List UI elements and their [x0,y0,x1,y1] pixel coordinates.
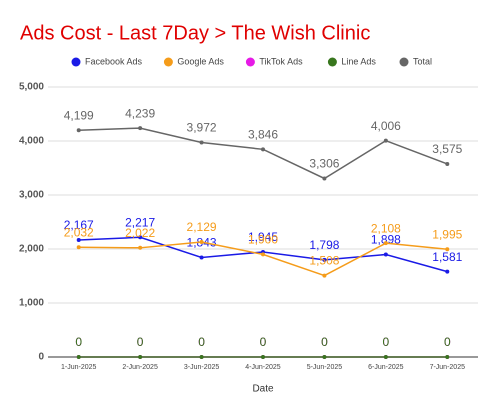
data-point [76,128,81,133]
legend-marker [399,57,409,67]
data-point [322,257,327,262]
data-label: 0 [137,335,144,349]
y-tick-label: 3,000 [19,190,44,201]
data-label: 1,995 [432,227,462,241]
data-label: 0 [75,335,82,349]
data-point [138,126,143,131]
data-point [383,138,388,143]
data-point [383,252,388,257]
data-point [199,355,204,359]
legend-label: Google Ads [177,56,224,66]
data-label: 2,129 [187,220,217,234]
data-label: 0 [137,335,144,349]
x-tick-label: 3-Jun-2025 [184,364,220,371]
data-point [138,245,143,250]
data-label: 3,846 [248,127,278,141]
data-label: 0 [444,335,451,349]
data-label: 0 [444,335,451,349]
data-label: 0 [198,335,205,349]
data-point [261,147,265,152]
data-point [199,240,204,245]
data-label: 1,508 [309,254,339,268]
x-tick-label: 5-Jun-2025 [307,364,343,371]
data-label: 0 [198,335,205,349]
data-label: 3,306 [309,157,339,171]
data-label: 3,972 [187,121,217,135]
data-label: 2,022 [125,226,155,240]
data-label: 2,217 [125,215,155,229]
data-point [261,355,265,359]
data-label: 0 [260,335,267,349]
data-label: 0 [321,335,328,349]
y-tick-label: 1,000 [19,298,44,309]
x-tick-label: 2-Jun-2025 [122,364,158,371]
x-axis-label: Date [252,384,274,395]
data-label: 4,239 [125,106,155,120]
data-label: 0 [260,335,267,349]
data-point [199,255,204,260]
data-point [138,355,143,359]
data-label: 1,898 [371,233,401,247]
y-tick-label: 0 [38,352,44,363]
data-label: 2,032 [64,225,94,239]
x-tick-label: 7-Jun-2025 [430,364,466,371]
data-point [383,241,388,246]
legend-label: Line Ads [341,56,376,66]
data-point [445,355,450,359]
data-point [322,355,327,359]
data-point [76,237,81,242]
data-point [383,355,388,359]
x-tick-label: 6-Jun-2025 [368,364,404,371]
data-point [445,247,450,252]
chart-title: Ads Cost - Last 7Day > The Wish Clinic [20,22,370,44]
data-point [322,176,327,181]
data-label: 0 [75,335,82,349]
series-line [78,241,448,277]
y-tick-label: 5,000 [19,82,44,93]
data-point [322,273,327,278]
legend-marker [163,57,173,67]
data-label: 3,575 [432,142,462,156]
data-label: 0 [383,335,390,349]
legend-label: Total [413,56,432,66]
legend-marker [245,57,255,67]
data-point [76,245,81,250]
x-tick-label: 4-Jun-2025 [245,364,281,371]
data-label: 0 [383,335,390,349]
data-label: 1,798 [309,238,339,252]
x-tick-label: 1-Jun-2025 [61,364,97,371]
legend-marker [71,57,81,67]
data-point [261,252,265,257]
data-label: 4,199 [64,108,94,122]
data-label: 2,167 [64,218,94,232]
data-label: 0 [321,335,328,349]
legend-marker [327,57,337,67]
data-point [138,235,143,240]
legend-label: TikTok Ads [259,56,303,66]
data-label: 2,108 [371,221,401,235]
data-label: 1,581 [432,250,462,264]
data-point [76,355,81,359]
legend-label: Facebook Ads [85,56,143,66]
y-tick-label: 2,000 [19,244,44,255]
data-point [445,269,450,274]
data-label: 1,900 [248,233,278,247]
data-label: 1,945 [248,230,278,244]
data-label: 4,006 [371,119,401,133]
data-point [445,161,450,166]
data-point [199,140,204,145]
y-tick-label: 4,000 [19,136,44,147]
